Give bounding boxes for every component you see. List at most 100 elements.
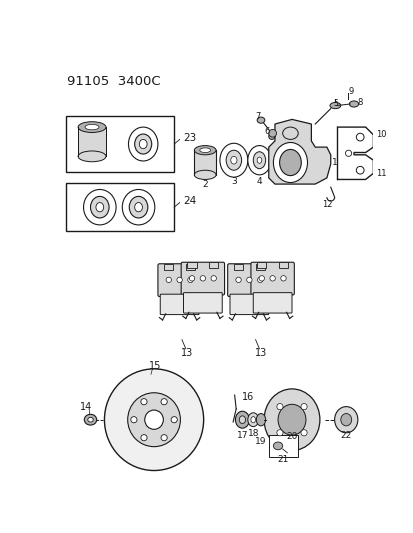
Circle shape	[268, 130, 276, 137]
Text: 10: 10	[375, 130, 385, 139]
Text: 4: 4	[256, 176, 261, 185]
Ellipse shape	[96, 203, 103, 212]
Text: 24: 24	[183, 196, 196, 206]
Text: 20: 20	[286, 432, 297, 441]
Text: 8: 8	[357, 98, 362, 107]
Circle shape	[269, 276, 275, 281]
Ellipse shape	[247, 146, 271, 175]
Circle shape	[131, 417, 137, 423]
Ellipse shape	[83, 189, 116, 225]
Ellipse shape	[84, 414, 97, 425]
Ellipse shape	[256, 157, 261, 163]
Text: 19: 19	[255, 437, 266, 446]
Text: 7: 7	[254, 112, 260, 121]
Ellipse shape	[268, 133, 274, 140]
Ellipse shape	[194, 146, 216, 155]
Circle shape	[189, 276, 194, 281]
Circle shape	[161, 399, 167, 405]
Circle shape	[356, 166, 363, 174]
Ellipse shape	[90, 196, 109, 218]
Ellipse shape	[88, 417, 93, 422]
FancyBboxPatch shape	[160, 294, 199, 314]
Circle shape	[259, 276, 264, 281]
Bar	[78, 127, 106, 156]
Circle shape	[199, 276, 205, 281]
Text: 15: 15	[148, 361, 161, 371]
Ellipse shape	[263, 389, 319, 450]
FancyBboxPatch shape	[253, 293, 291, 313]
Ellipse shape	[250, 417, 255, 423]
Bar	[164, 264, 173, 270]
Circle shape	[344, 150, 351, 156]
Bar	[194, 150, 216, 175]
Text: 6: 6	[264, 127, 269, 136]
FancyBboxPatch shape	[183, 293, 222, 313]
Ellipse shape	[230, 156, 236, 164]
Text: 2: 2	[202, 180, 207, 189]
Circle shape	[171, 417, 177, 423]
Text: 11: 11	[375, 169, 385, 178]
Ellipse shape	[273, 442, 282, 450]
Text: 13: 13	[254, 348, 266, 358]
Text: 17: 17	[236, 431, 247, 440]
Text: 23: 23	[183, 133, 196, 143]
Bar	[268, 435, 297, 457]
Circle shape	[235, 277, 241, 282]
Ellipse shape	[127, 393, 180, 447]
Bar	[66, 183, 174, 231]
Ellipse shape	[219, 143, 247, 177]
Ellipse shape	[145, 410, 163, 429]
Text: 1: 1	[332, 158, 337, 167]
Ellipse shape	[78, 122, 106, 133]
Ellipse shape	[273, 142, 307, 182]
Ellipse shape	[104, 369, 203, 471]
Ellipse shape	[199, 148, 210, 152]
FancyBboxPatch shape	[227, 264, 271, 296]
Text: 9: 9	[347, 87, 353, 96]
Text: 14: 14	[80, 401, 92, 411]
Circle shape	[188, 277, 193, 282]
Text: 16: 16	[241, 392, 253, 401]
Text: 22: 22	[340, 431, 351, 440]
Ellipse shape	[340, 414, 351, 426]
Circle shape	[166, 277, 171, 282]
Circle shape	[280, 276, 285, 281]
Polygon shape	[268, 119, 330, 184]
Ellipse shape	[134, 203, 142, 212]
Text: 13: 13	[181, 348, 193, 358]
Ellipse shape	[334, 407, 357, 433]
Circle shape	[356, 133, 363, 141]
Circle shape	[140, 399, 147, 405]
Ellipse shape	[278, 405, 305, 435]
Ellipse shape	[129, 196, 147, 218]
Ellipse shape	[253, 152, 265, 168]
Text: 18: 18	[247, 429, 259, 438]
Circle shape	[140, 434, 147, 441]
Ellipse shape	[279, 149, 301, 175]
Bar	[256, 262, 266, 268]
Bar	[66, 116, 174, 172]
Text: 3: 3	[230, 176, 236, 185]
Circle shape	[211, 276, 216, 281]
Ellipse shape	[78, 151, 106, 161]
Ellipse shape	[349, 101, 358, 107]
Text: 12: 12	[321, 199, 331, 208]
Ellipse shape	[85, 124, 99, 130]
Ellipse shape	[282, 127, 297, 140]
Bar	[255, 264, 264, 270]
Circle shape	[300, 430, 306, 436]
FancyBboxPatch shape	[181, 262, 224, 295]
Ellipse shape	[139, 140, 147, 149]
Ellipse shape	[134, 134, 151, 154]
Circle shape	[276, 403, 282, 410]
Ellipse shape	[256, 117, 264, 123]
Bar	[209, 262, 218, 268]
FancyBboxPatch shape	[157, 264, 201, 296]
Text: 21: 21	[277, 455, 288, 464]
FancyBboxPatch shape	[230, 294, 268, 314]
Bar	[233, 264, 242, 270]
Ellipse shape	[122, 189, 154, 225]
Bar	[185, 264, 195, 270]
Circle shape	[176, 277, 182, 282]
Ellipse shape	[194, 170, 216, 180]
